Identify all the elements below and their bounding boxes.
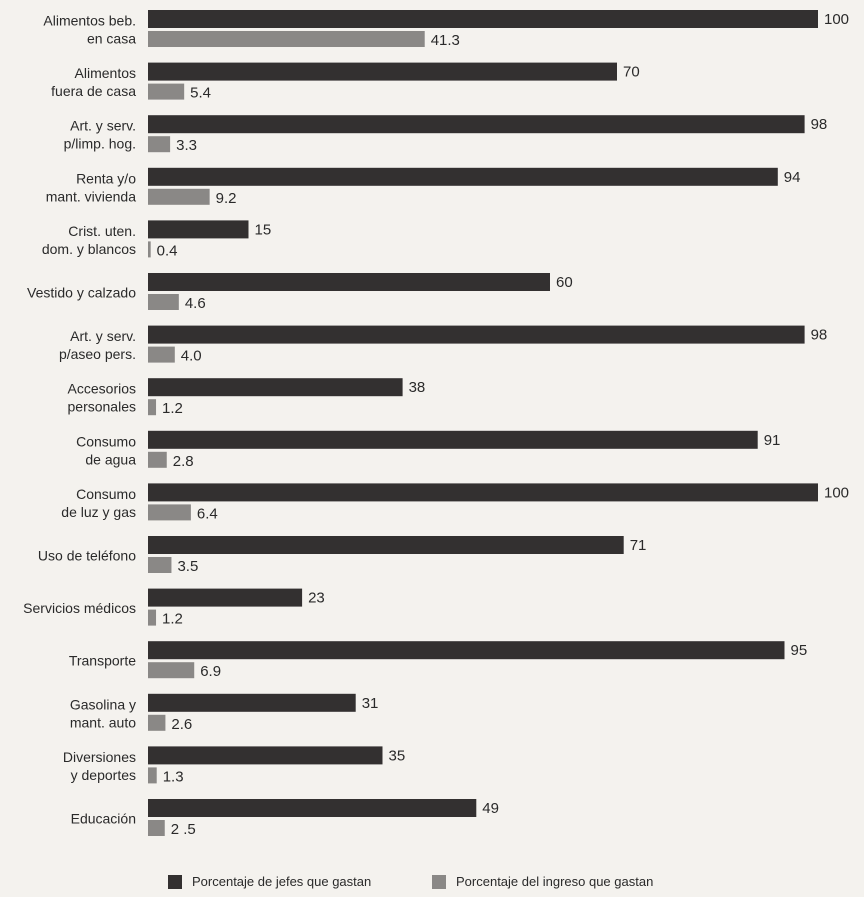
legend-swatch-ingreso [432,874,446,889]
category-label: en casa [87,31,136,47]
bar-jefes [148,483,818,502]
category-label: Renta y/o [76,170,136,186]
bar-jefes [148,641,785,660]
bar-ingreso [148,609,157,626]
bar-jefes [148,693,356,712]
bar-ingreso [148,557,172,573]
value-label-ingreso: 41.3 [431,32,460,49]
category-label: Consumo [76,486,136,502]
value-label-ingreso: 3.5 [177,558,198,575]
value-label-ingreso: 4.0 [181,348,202,365]
category-label: Transporte [69,653,136,669]
value-label-ingreso: 1.2 [162,611,183,628]
value-label-ingreso: 2 .5 [171,821,196,838]
bar-ingreso [148,346,175,363]
value-label-jefes: 98 [811,116,828,133]
category-label: de agua [85,451,136,467]
legend-label-jefes: Porcentaje de jefes que gastan [192,874,372,889]
bar-jefes [148,167,778,186]
bar-jefes [148,62,617,81]
bar-ingreso [148,451,167,468]
value-label-jefes: 23 [308,590,325,607]
value-label-ingreso: 2.6 [171,716,192,733]
category-label: Crist. uten. [68,223,136,239]
bar-ingreso [148,820,165,836]
value-label-jefes: 94 [784,169,801,186]
bar-jefes [148,115,805,134]
category-label: dom. y blancos [42,241,136,257]
bar-chart: Alimentos beb. en casa 100 41.3 Alimentos fue… [23,10,849,838]
bar-ingreso [148,241,151,258]
value-label-jefes: 60 [556,274,573,291]
value-label-jefes: 100 [824,484,849,501]
legend-swatch-jefes [168,874,182,889]
bar-ingreso [148,504,191,521]
value-label-ingreso: 5.4 [190,85,211,102]
value-label-ingreso: 1.2 [162,400,183,417]
bar-jefes [148,430,758,449]
bar-ingreso [148,136,171,153]
value-label-ingreso: 6.4 [197,505,218,522]
category-label: Diversiones [63,749,136,765]
bar-ingreso [148,767,157,784]
value-label-ingreso: 9.2 [216,190,237,207]
value-label-jefes: 70 [623,64,640,81]
bar-jefes [148,325,805,344]
value-label-jefes: 31 [362,695,379,712]
category-label: mant. vivienda [46,188,136,204]
category-label: Art. y serv. [70,328,136,344]
bar-jefes [148,799,477,817]
value-label-ingreso: 2.8 [173,453,194,470]
category-label: Consumo [76,433,136,449]
legend-item-jefes: Porcentaje de jefes que gastan [168,874,371,889]
value-label-ingreso: 6.9 [200,663,221,680]
bar-jefes [148,536,624,554]
value-label-ingreso: 1.3 [163,768,184,785]
category-label: Vestido y calzado [27,285,136,301]
bar-ingreso [148,662,195,679]
bar-jefes [148,746,383,765]
value-label-jefes: 91 [764,432,781,449]
category-label: p/limp. hog. [64,136,136,152]
value-label-jefes: 98 [811,327,828,344]
bar-ingreso [148,188,210,205]
category-label: fuera de casa [51,83,136,99]
category-label: Uso de teléfono [38,548,136,564]
bar-jefes [148,10,818,28]
bar-ingreso [148,83,185,100]
bar-jefes [148,378,403,397]
legend-label-ingreso: Porcentaje del ingreso que gastan [456,874,654,889]
category-label: de luz y gas [61,504,136,520]
value-label-jefes: 38 [409,379,426,396]
bar-jefes [148,273,550,291]
category-label: Accesorios [68,381,136,397]
category-label: mant. auto [70,714,136,730]
category-label: Gasolina y [70,696,136,712]
bar-jefes [148,588,303,607]
category-label: Alimentos beb. [43,13,136,29]
legend-item-ingreso: Porcentaje del ingreso que gastan [432,874,653,889]
bar-ingreso [148,294,179,310]
value-label-jefes: 100 [824,11,849,28]
value-label-jefes: 15 [255,221,272,238]
category-label: personales [68,399,137,415]
value-label-jefes: 95 [791,642,808,659]
category-label: y deportes [71,767,136,783]
bar-ingreso [148,31,425,47]
category-label: Servicios médicos [23,600,136,616]
category-label: Educación [71,811,136,827]
bar-ingreso [148,399,157,416]
bar-ingreso [148,714,166,731]
value-label-jefes: 35 [389,747,406,764]
value-label-ingreso: 3.3 [176,137,197,154]
value-label-jefes: 71 [630,537,647,554]
bar-jefes [148,220,249,239]
value-label-jefes: 49 [482,800,499,817]
value-label-ingreso: 0.4 [157,242,178,259]
value-label-ingreso: 4.6 [185,295,206,312]
category-label: Art. y serv. [70,118,136,134]
category-label: p/aseo pers. [59,346,136,362]
chart-legend: Porcentaje de jefes que gastan Porcentaj… [0,868,864,896]
category-label: Alimentos [75,65,136,81]
